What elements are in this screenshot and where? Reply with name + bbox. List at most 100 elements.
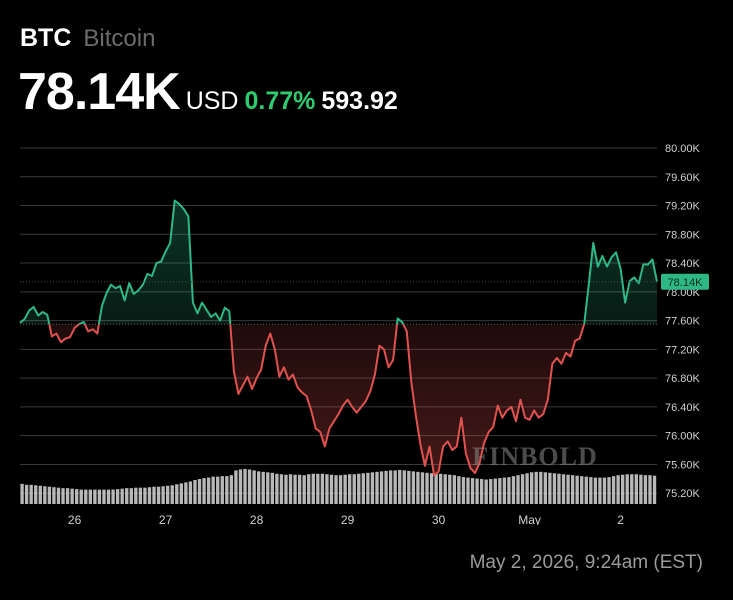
volume-bar: [216, 476, 220, 504]
volume-bar: [193, 480, 197, 504]
volume-bar: [297, 474, 302, 504]
current-price-label: 78.14K: [668, 277, 704, 289]
volume-bar: [166, 485, 170, 504]
volume-bar: [97, 489, 102, 504]
volume-bar: [179, 483, 183, 504]
volume-bar: [243, 468, 247, 504]
volume-bar: [575, 475, 579, 504]
current-price: 78.14K: [18, 63, 181, 121]
volume-bar: [525, 473, 529, 504]
price-line-down: [48, 324, 586, 477]
volume-bar: [589, 477, 593, 504]
price-lines: [19, 199, 658, 477]
volume-bar: [20, 483, 24, 504]
volume-bar: [61, 488, 65, 504]
volume-bar: [88, 489, 92, 504]
volume-bar: [552, 473, 557, 504]
volume-bar: [511, 476, 516, 504]
asset-header: BTC Bitcoin: [20, 24, 155, 53]
volume-bar: [229, 475, 234, 504]
volume-bar: [570, 475, 575, 504]
y-tick-label: 76.40K: [665, 402, 701, 414]
volume-bar: [407, 470, 411, 504]
volume-bar: [561, 474, 566, 504]
volume-bar: [429, 473, 434, 504]
price-chart-svg: FINBOLD 80.00K 79.60K 79.20K 78.80K 78.40K 78…: [19, 143, 709, 527]
volume-bar: [261, 471, 265, 504]
volume-bar: [38, 485, 42, 504]
volume-bar: [56, 487, 61, 504]
y-axis: 80.00K 79.60K 79.20K 78.80K 78.40K 78.00K 77.6…: [665, 143, 701, 500]
volume-bar: [238, 469, 243, 504]
x-tick-label: May: [518, 513, 541, 525]
volume-bar: [370, 472, 375, 504]
volume-bar: [320, 473, 325, 504]
volume-bar: [293, 474, 297, 504]
volume-bar: [479, 479, 484, 504]
volume-bar: [329, 474, 334, 504]
volume-bar: [398, 469, 402, 504]
volume-bar: [247, 469, 252, 504]
y-tick-label: 78.80K: [665, 229, 701, 241]
volume-bar: [184, 482, 188, 504]
volume-bar: [129, 488, 133, 504]
volume-bar: [316, 473, 320, 504]
volume-bar: [120, 488, 124, 504]
volume-bar: [357, 473, 361, 504]
volume-bar: [402, 470, 406, 504]
volume-bar: [489, 479, 493, 504]
volume-bar: [439, 473, 443, 504]
volume-bar: [334, 475, 338, 504]
volume-bar: [234, 470, 238, 504]
volume-bar: [470, 478, 475, 504]
volume-bar: [125, 488, 129, 504]
volume-bar: [652, 475, 657, 504]
volume-bar: [416, 471, 420, 504]
volume-bar: [425, 472, 429, 504]
price-chart: FINBOLD 80.00K 79.60K 79.20K 78.80K 78.40K 78…: [0, 130, 733, 530]
volume-bar: [448, 474, 452, 504]
volume-bar: [598, 477, 602, 504]
current-price-badge: [661, 273, 709, 290]
volume-bar: [206, 477, 211, 504]
price-areas: [20, 200, 657, 476]
volume-bar: [466, 477, 470, 504]
volume-bar: [643, 475, 648, 504]
volume-bar: [611, 476, 616, 504]
volume-bar: [75, 489, 79, 504]
volume-bar: [34, 485, 38, 504]
area-below-baseline: [49, 324, 585, 476]
y-tick-label: 78.00K: [665, 287, 701, 299]
change-absolute: 593.92: [321, 87, 398, 115]
watermark-text: FINBOLD: [472, 442, 597, 471]
volume-bar: [220, 476, 224, 504]
x-tick-label: 26: [68, 513, 82, 525]
volume-bar: [266, 472, 270, 504]
volume-bar: [325, 474, 329, 504]
volume-bar: [307, 474, 311, 504]
volume-bar: [584, 476, 588, 504]
volume-bar: [352, 474, 356, 504]
volume-bar: [516, 475, 520, 504]
volume-bar: [338, 475, 343, 504]
volume-bar: [161, 486, 165, 504]
volume-bar: [106, 489, 111, 504]
volume-bar: [152, 486, 156, 504]
volume-bar: [84, 489, 88, 504]
volume-bar: [502, 477, 507, 504]
volume-bar: [630, 474, 634, 504]
y-tick-label: 79.60K: [665, 172, 701, 184]
y-tick-label: 75.60K: [665, 459, 701, 471]
volume-bar: [548, 472, 552, 504]
ticker-symbol: BTC: [20, 24, 72, 52]
volume-bar: [52, 487, 56, 504]
volume-bar: [621, 474, 625, 504]
y-tick-label: 80.00K: [665, 143, 701, 155]
volume-bar: [156, 486, 161, 504]
volume-bar: [111, 489, 115, 504]
volume-bar: [225, 476, 229, 504]
change-percent: 0.77%: [244, 87, 316, 115]
volume-bar: [288, 474, 293, 504]
volume-bar: [493, 478, 497, 504]
volume-bar: [170, 485, 174, 504]
